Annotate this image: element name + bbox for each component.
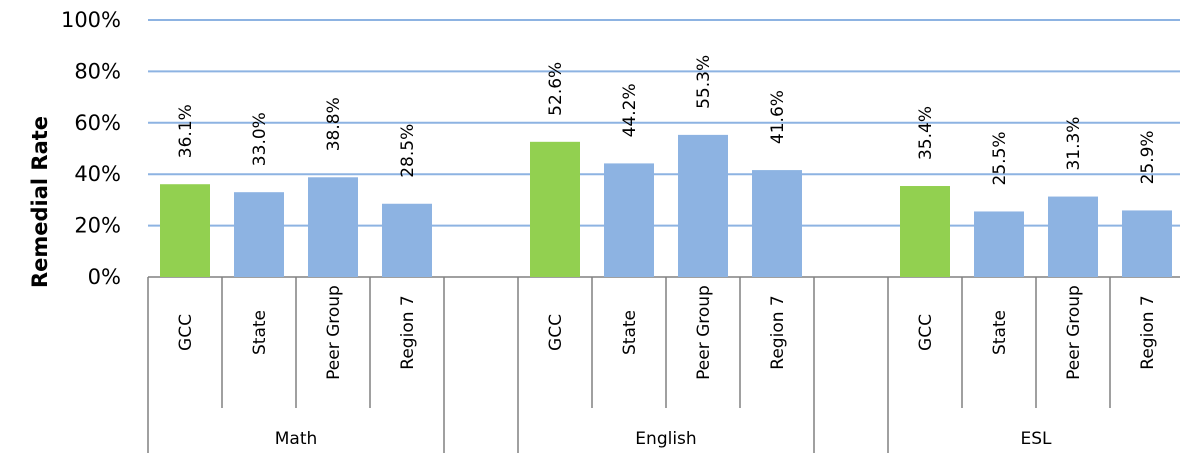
data-label: 33.0% bbox=[250, 112, 270, 166]
y-tick-label: 60% bbox=[74, 111, 121, 135]
data-label: 52.6% bbox=[546, 62, 566, 116]
category-label: State bbox=[990, 310, 1010, 355]
y-axis-label: Remedial Rate bbox=[28, 116, 52, 288]
bar bbox=[752, 170, 802, 277]
category-label: Region 7 bbox=[768, 295, 788, 369]
bar bbox=[234, 192, 284, 277]
bar bbox=[382, 203, 432, 277]
bar bbox=[530, 141, 580, 277]
data-label: 35.4% bbox=[916, 106, 936, 160]
category-label: Region 7 bbox=[398, 295, 418, 369]
category-label: Peer Group bbox=[324, 285, 344, 380]
data-label: 28.5% bbox=[398, 124, 418, 178]
data-label: 55.3% bbox=[694, 55, 714, 109]
y-tick-label: 100% bbox=[61, 8, 121, 32]
category-label: GCC bbox=[546, 314, 566, 351]
group-label: English bbox=[635, 429, 696, 449]
bar bbox=[308, 177, 358, 277]
category-label: Peer Group bbox=[1064, 285, 1084, 380]
y-tick-label: 40% bbox=[74, 162, 121, 186]
bar bbox=[678, 134, 728, 277]
category-label: Peer Group bbox=[694, 285, 714, 380]
category-label: GCC bbox=[916, 314, 936, 351]
data-label: 41.6% bbox=[768, 90, 788, 144]
y-tick-label: 20% bbox=[74, 214, 121, 238]
category-label: GCC bbox=[176, 314, 196, 351]
y-tick-label: 80% bbox=[74, 59, 121, 83]
bar bbox=[974, 211, 1024, 277]
data-label: 44.2% bbox=[620, 83, 640, 137]
group-label: Math bbox=[275, 429, 318, 449]
bar bbox=[1122, 210, 1172, 277]
bar bbox=[900, 186, 950, 277]
category-label: State bbox=[250, 310, 270, 355]
data-label: 36.1% bbox=[176, 104, 196, 158]
y-tick-label: 0% bbox=[88, 265, 121, 289]
data-label: 38.8% bbox=[324, 97, 344, 151]
data-label: 31.3% bbox=[1064, 117, 1084, 171]
data-label: 25.9% bbox=[1138, 130, 1158, 184]
data-label: 25.5% bbox=[990, 131, 1010, 185]
category-label: Region 7 bbox=[1138, 295, 1158, 369]
bar bbox=[604, 163, 654, 277]
bar bbox=[1048, 196, 1098, 277]
bar bbox=[160, 184, 210, 277]
group-label: ESL bbox=[1020, 429, 1052, 449]
category-label: State bbox=[620, 310, 640, 355]
